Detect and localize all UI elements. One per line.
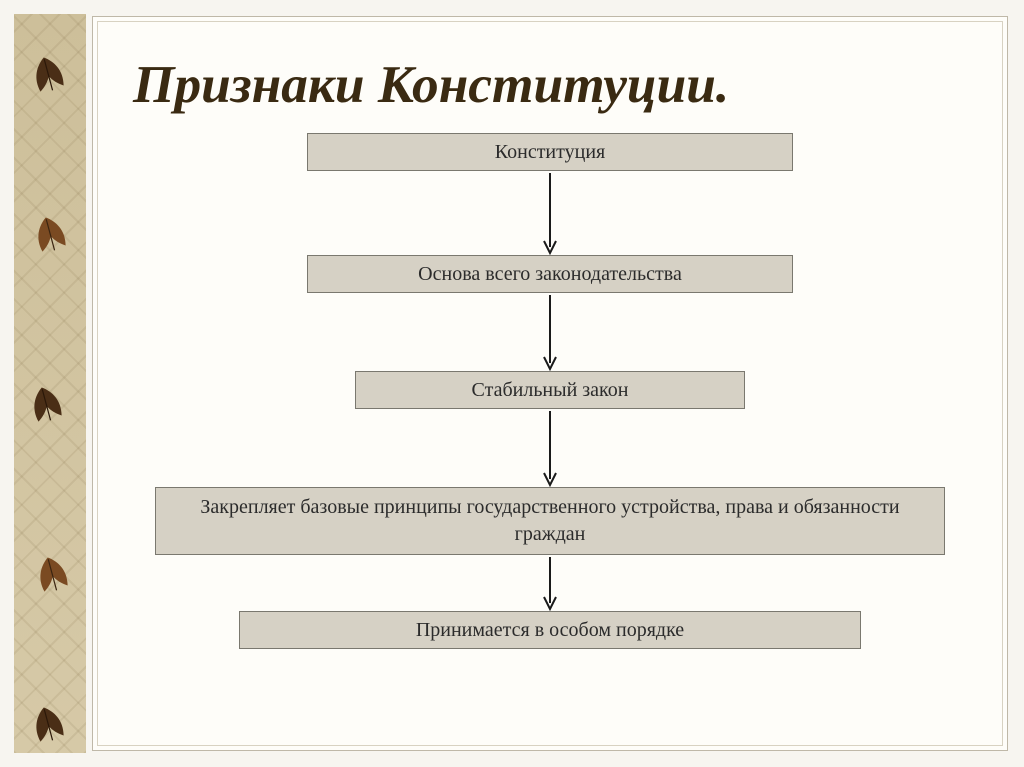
decorative-strip [14, 14, 86, 753]
slide-panel: Признаки Конституции. Конституция Основа… [92, 16, 1008, 751]
flow-node-3: Стабильный закон [355, 371, 745, 409]
flow-arrow [540, 409, 560, 487]
flow-node-1: Конституция [307, 133, 793, 171]
leaf-icon [23, 209, 79, 265]
slide-title: Признаки Конституции. [133, 53, 967, 115]
flow-node-4: Закрепляет базовые принципы государствен… [155, 487, 945, 555]
flow-arrow [540, 293, 560, 371]
leaf-icon [21, 699, 77, 755]
flow-arrow [540, 555, 560, 611]
flowchart: Конституция Основа всего законодательств… [133, 133, 967, 649]
leaf-icon [21, 49, 77, 105]
outer-frame: Признаки Конституции. Конституция Основа… [0, 0, 1024, 767]
leaf-icon [25, 549, 81, 605]
flow-node-2: Основа всего законодательства [307, 255, 793, 293]
flow-arrow [540, 171, 560, 255]
flow-node-5: Принимается в особом порядке [239, 611, 861, 649]
leaf-icon [19, 379, 75, 435]
